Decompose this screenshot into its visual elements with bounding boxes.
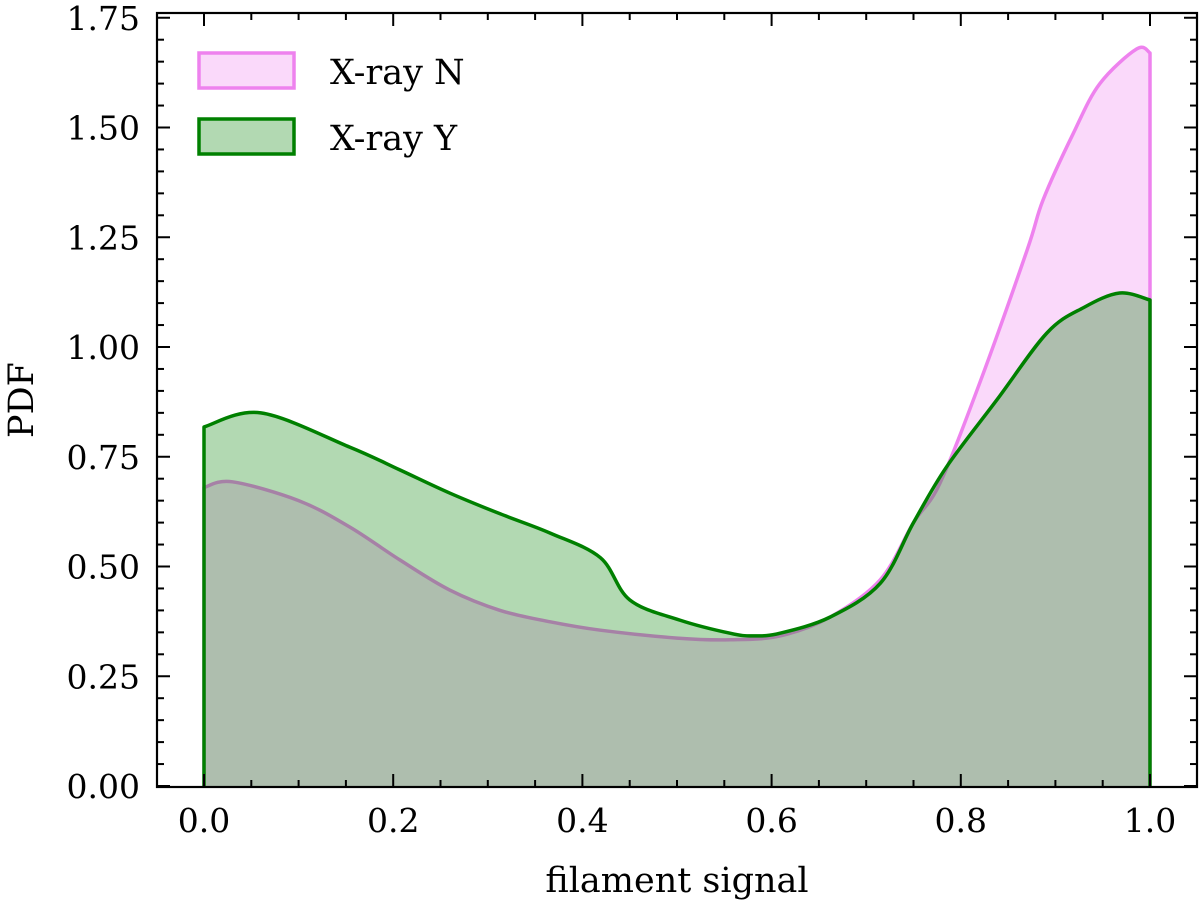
fill-x-ray-n xyxy=(204,47,1150,786)
y-axis-label: PDF xyxy=(2,362,42,438)
axis-ticks xyxy=(157,13,1197,787)
line-x-ray-y xyxy=(202,291,1152,786)
plot-area xyxy=(202,45,1152,786)
y-tick-label: 1.75 xyxy=(67,0,140,38)
y-tick-label: 0.75 xyxy=(67,438,140,477)
y-tick-label: 0.25 xyxy=(67,657,140,696)
x-tick-label: 0.8 xyxy=(935,801,987,840)
legend-label-xray-n: X-ray N xyxy=(330,53,465,93)
x-tick-label: 0.6 xyxy=(745,801,797,840)
x-tick-label: 0.0 xyxy=(178,801,230,840)
legend: X-ray N X-ray Y xyxy=(197,51,465,159)
fill-x-ray-y xyxy=(204,292,1150,786)
line-x-ray-n xyxy=(202,45,1152,786)
legend-label-xray-y: X-ray Y xyxy=(330,119,458,159)
legend-swatch-xray-y xyxy=(197,117,296,156)
y-tick-label: 1.25 xyxy=(67,218,140,257)
x-tick-labels: 0.0 0.2 0.4 0.6 0.8 1.0 xyxy=(178,801,1176,840)
y-tick-labels: 0.00 0.25 0.50 0.75 1.00 1.25 1.50 1.75 xyxy=(67,0,140,806)
y-tick-label: 0.00 xyxy=(67,767,140,806)
y-tick-label: 1.50 xyxy=(67,109,140,148)
x-axis-label: filament signal xyxy=(545,861,808,901)
y-tick-label: 0.50 xyxy=(67,548,140,587)
legend-item-xray-n[interactable]: X-ray N xyxy=(197,51,465,93)
legend-item-xray-y[interactable]: X-ray Y xyxy=(197,117,458,159)
series-outlines xyxy=(202,291,1152,786)
x-tick-label: 1.0 xyxy=(1124,801,1176,840)
x-tick-label: 0.4 xyxy=(556,801,608,840)
legend-swatch-xray-n xyxy=(197,51,296,90)
x-tick-label: 0.2 xyxy=(367,801,419,840)
y-tick-label: 1.00 xyxy=(67,328,140,367)
